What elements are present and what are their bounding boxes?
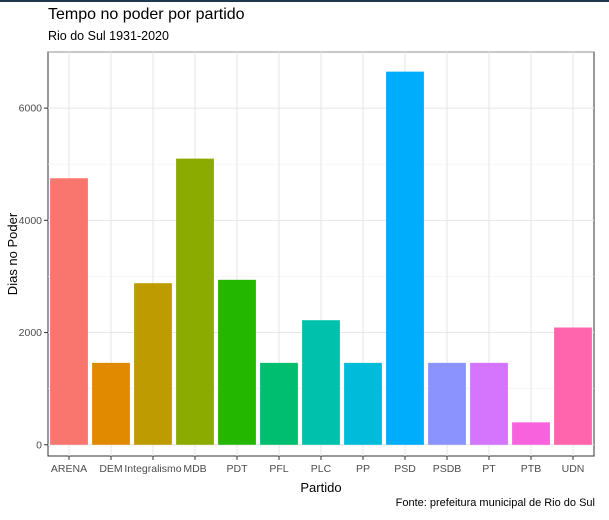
- x-tick-label: Integralismo: [124, 463, 181, 475]
- bar-pdt: [218, 279, 256, 445]
- x-tick-label: PSD: [394, 463, 416, 475]
- top-border: [0, 0, 609, 2]
- bar-pfl: [260, 362, 298, 445]
- x-tick-label: PT: [482, 463, 496, 475]
- bar-mdb: [176, 158, 214, 445]
- bar-psdb: [428, 362, 466, 445]
- bar-pp: [344, 362, 382, 445]
- x-tick-label: PTB: [521, 463, 541, 475]
- x-axis-ticks: ARENA DEM Integralismo MDB PDT PFL PLC PP PSD PSD…: [51, 456, 584, 475]
- bars: [50, 71, 592, 445]
- y-tick-label: 0: [36, 439, 42, 451]
- x-tick-label: PLC: [311, 463, 332, 475]
- chart-subtitle: Rio do Sul 1931-2020: [48, 29, 169, 43]
- bar-integralismo: [134, 283, 172, 445]
- x-tick-label: PDT: [227, 463, 249, 475]
- bar-udn: [554, 327, 592, 445]
- x-tick-label: PP: [356, 463, 370, 475]
- x-tick-label: MDB: [183, 463, 206, 475]
- x-axis-title: Partido: [300, 480, 341, 495]
- chart-caption: Fonte: prefeitura municipal de Rio do Su…: [395, 497, 595, 509]
- y-axis-title: Dias no Poder: [5, 212, 20, 295]
- y-tick-label: 2000: [19, 327, 43, 339]
- chart-title: Tempo no poder por partido: [48, 6, 245, 23]
- x-tick-label: UDN: [562, 463, 585, 475]
- x-tick-label: ARENA: [51, 463, 87, 475]
- y-tick-label: 6000: [19, 103, 43, 115]
- x-tick-label: PSDB: [433, 463, 462, 475]
- x-tick-label: PFL: [269, 463, 288, 475]
- y-axis-ticks: 0 2000 4000 6000: [19, 103, 48, 451]
- y-tick-label: 4000: [19, 215, 43, 227]
- bar-psd: [386, 71, 424, 445]
- bar-ptb: [512, 422, 550, 445]
- bar-pt: [470, 362, 508, 445]
- bar-arena: [50, 178, 88, 445]
- bar-dem: [92, 362, 130, 445]
- x-tick-label: DEM: [99, 463, 122, 475]
- bar-plc: [302, 320, 340, 445]
